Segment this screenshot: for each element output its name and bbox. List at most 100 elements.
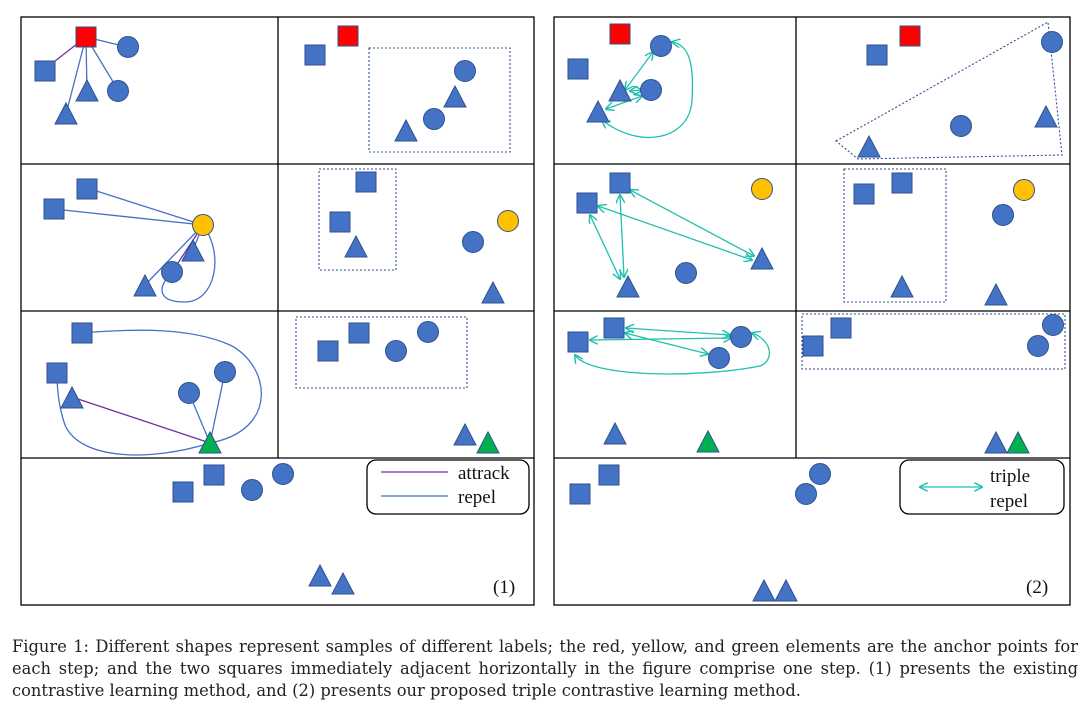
legend-repel-label: repel	[458, 487, 496, 508]
triangle-sample	[60, 385, 84, 409]
square-sample	[355, 171, 377, 193]
group-dotted-box	[368, 47, 511, 153]
triangle-sample	[616, 274, 640, 298]
circle-sample	[214, 361, 236, 383]
triangle-sample	[608, 78, 632, 102]
anchor-yellow-circle	[497, 210, 519, 232]
circle-sample	[423, 108, 445, 130]
legend-repel-label: repel	[990, 491, 1028, 512]
anchor-red-square	[337, 25, 359, 47]
anchor-red-square	[609, 23, 631, 45]
anchor-yellow-circle	[1013, 179, 1035, 201]
circle-sample	[730, 326, 752, 348]
group-dotted-box	[843, 168, 947, 303]
square-sample	[609, 172, 631, 194]
legend-attract-label: attrack	[458, 463, 510, 484]
panel-1-legend: attrack repel	[366, 459, 530, 515]
figure-diagram: attrack repel (1)	[20, 16, 1071, 606]
square-sample	[329, 211, 351, 233]
square-sample	[172, 481, 194, 503]
square-sample	[76, 178, 98, 200]
anchor-green-triangle	[696, 429, 720, 453]
square-sample	[569, 483, 591, 505]
p1-r3-left-lines	[56, 329, 262, 456]
group-dotted-region	[835, 21, 1063, 160]
circle-sample	[417, 321, 439, 343]
panel-2-legend: triple repel	[899, 459, 1065, 515]
group-dotted-box	[318, 168, 397, 271]
triangle-sample	[394, 118, 418, 142]
circle-sample	[454, 60, 476, 82]
square-sample	[853, 183, 875, 205]
triangle-sample	[603, 421, 627, 445]
square-sample	[830, 317, 852, 339]
triangle-sample	[752, 578, 776, 602]
square-sample	[891, 172, 913, 194]
square-sample	[304, 44, 326, 66]
triangle-sample	[890, 274, 914, 298]
anchor-green-triangle	[476, 430, 500, 454]
legend-triple-label: triple	[990, 466, 1030, 487]
panel-2: triple repel (2)	[553, 16, 1071, 606]
square-sample	[203, 464, 225, 486]
triangle-sample	[54, 101, 78, 125]
triangle-sample	[750, 246, 774, 270]
group-dotted-box	[295, 316, 468, 389]
group-dotted-box	[801, 313, 1066, 370]
anchor-green-triangle	[1006, 430, 1030, 454]
circle-sample	[241, 479, 263, 501]
circle-sample	[1042, 314, 1064, 336]
square-sample	[567, 331, 589, 353]
panel-1: attrack repel (1)	[20, 16, 535, 606]
triangle-sample	[331, 571, 355, 595]
circle-sample	[462, 231, 484, 253]
triangle-sample	[1034, 104, 1058, 128]
circle-sample	[272, 463, 294, 485]
square-sample	[603, 317, 625, 339]
circle-sample	[992, 204, 1014, 226]
circle-sample	[640, 79, 662, 101]
panel-2-label: (2)	[1026, 577, 1048, 598]
circle-sample	[675, 262, 697, 284]
panel-1-label: (1)	[493, 577, 515, 598]
circle-sample	[650, 35, 672, 57]
triangle-sample	[181, 238, 205, 262]
figure-caption: Figure 1: Different shapes represent sam…	[12, 637, 1078, 700]
circle-sample	[708, 347, 730, 369]
triangle-sample	[984, 430, 1008, 454]
square-sample	[866, 44, 888, 66]
square-sample	[567, 58, 589, 80]
anchor-yellow-circle	[751, 178, 773, 200]
p1-r1-left-lines	[45, 36, 128, 115]
anchor-red-square	[899, 25, 921, 47]
circle-sample	[950, 115, 972, 137]
triangle-sample	[857, 134, 881, 158]
circle-sample	[107, 80, 129, 102]
square-sample	[348, 322, 370, 344]
triangle-sample	[133, 273, 157, 297]
square-sample	[46, 362, 68, 384]
p2-r2-left-arrows	[590, 190, 754, 279]
circle-sample	[1041, 31, 1063, 53]
circle-sample	[161, 261, 183, 283]
circle-sample	[385, 340, 407, 362]
square-sample	[317, 340, 339, 362]
square-sample	[43, 198, 65, 220]
square-sample	[34, 60, 56, 82]
triangle-sample	[586, 99, 610, 123]
p2-r1-left-arrows	[602, 42, 694, 139]
triangle-sample	[453, 422, 477, 446]
triangle-sample	[75, 78, 99, 102]
triangle-sample	[481, 280, 505, 304]
square-sample	[802, 335, 824, 357]
legend-box	[366, 459, 530, 515]
circle-sample	[178, 382, 200, 404]
circle-sample	[117, 36, 139, 58]
triangle-sample	[443, 84, 467, 108]
triangle-sample	[774, 578, 798, 602]
anchor-yellow-circle	[192, 214, 214, 236]
square-sample	[71, 322, 93, 344]
circle-sample	[1027, 335, 1049, 357]
circle-sample	[795, 483, 817, 505]
p2-r3-left-arrows	[575, 328, 770, 375]
